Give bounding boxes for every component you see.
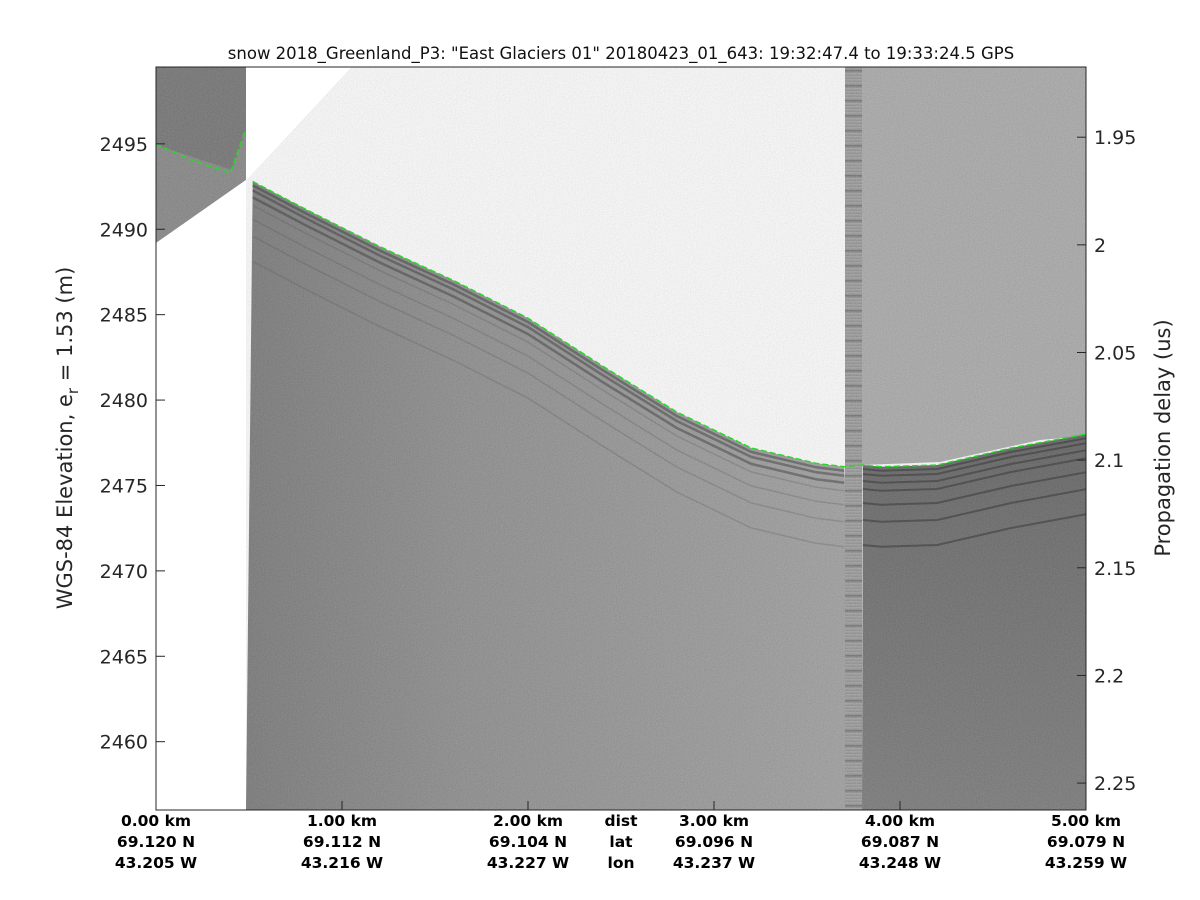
bottom-lon-label: 43.248 W (859, 854, 941, 872)
bottom-lat-label: 69.120 N (117, 833, 195, 851)
right-tick-label: 2.25 (1094, 773, 1136, 795)
bottom-lon-label: 43.227 W (487, 854, 569, 872)
left-axis-label-subscript: r (64, 387, 82, 394)
bottom-lon-label: 43.205 W (115, 854, 197, 872)
left-axis-label: WGS-84 Elevation, er = 1.53 (m) (53, 267, 82, 610)
chart-title: snow 2018_Greenland_P3: "East Glaciers 0… (228, 44, 1014, 64)
right-tick-label: 2 (1094, 235, 1106, 257)
left-tick-label: 2465 (100, 646, 148, 668)
layer-band (862, 488, 1086, 523)
bottom-dist-label: 3.00 km (679, 812, 749, 830)
left-tick-label: 2470 (100, 561, 148, 583)
layer-band (862, 437, 1086, 472)
layer-band (252, 189, 845, 477)
internal-layers (252, 184, 1086, 548)
bottom-dist-label: 1.00 km (307, 812, 377, 830)
left-axis-label-main: WGS-84 Elevation, e (53, 394, 77, 609)
left-tick-label: 2495 (100, 134, 148, 156)
right-tick-label: 2.2 (1094, 665, 1124, 687)
layer-band (252, 260, 845, 548)
layer-band (252, 235, 845, 523)
plot-frame (155, 66, 1087, 811)
left-tick-label: 2480 (100, 390, 148, 412)
right-axis-label: Propagation delay (us) (1151, 319, 1175, 556)
surface-trace-line (156, 129, 246, 174)
right-tick-label: 2.15 (1094, 558, 1136, 580)
bottom-dist-label: 2.00 km (493, 812, 563, 830)
layer-band (862, 513, 1086, 548)
row-label-lon: lon (608, 854, 635, 872)
left-tick-label: 2460 (100, 732, 148, 754)
bottom-lon-label: 43.237 W (673, 854, 755, 872)
layer-band (862, 449, 1086, 484)
missing-data-gap-left (156, 243, 246, 810)
right-axis-ticks: 1.95 2 2.05 2.1 2.15 2.2 2.25 (1077, 127, 1136, 795)
bottom-dist-label: 0.00 km (121, 812, 191, 830)
missing-data-gap-top (246, 67, 352, 181)
layer-band (252, 196, 845, 484)
left-tick-label: 2475 (100, 475, 148, 497)
bottom-dist-label: 4.00 km (865, 812, 935, 830)
layer-band (862, 471, 1086, 506)
row-label-dist: dist (604, 812, 638, 830)
bottom-lat-label: 69.096 N (675, 833, 753, 851)
bottom-axis-labels: 0.00 km 69.120 N 43.205 W 1.00 km 69.112 N 43… (115, 801, 1127, 872)
left-axis-label-tail: = 1.53 (m) (53, 267, 77, 388)
left-tick-label: 2490 (100, 219, 148, 241)
left-tick-label: 2485 (100, 305, 148, 327)
speckle-overlay (156, 67, 1086, 810)
layer-band (862, 442, 1086, 477)
bottom-dist-label: 5.00 km (1051, 812, 1121, 830)
right-tick-label: 2.05 (1094, 342, 1136, 364)
bottom-lat-label: 69.087 N (861, 833, 939, 851)
missing-data-gap-wedge (156, 180, 246, 243)
surface-trace (156, 129, 1086, 468)
echogram-image (156, 67, 1086, 810)
row-label-lat: lat (609, 833, 633, 851)
bottom-lat-label: 69.104 N (489, 833, 567, 851)
bottom-lon-label: 43.216 W (301, 854, 383, 872)
right-tick-label: 2.1 (1094, 450, 1124, 472)
layer-band (862, 457, 1086, 492)
layer-band (252, 204, 845, 492)
left-axis-ticks: 2495 2490 2485 2480 2475 2470 2465 2460 (100, 134, 165, 754)
right-tick-label: 1.95 (1094, 127, 1136, 149)
bottom-lat-label: 69.112 N (303, 833, 381, 851)
bottom-lat-label: 69.079 N (1047, 833, 1125, 851)
layer-band (252, 184, 845, 472)
layer-band (252, 218, 845, 506)
bottom-lon-label: 43.259 W (1045, 854, 1127, 872)
